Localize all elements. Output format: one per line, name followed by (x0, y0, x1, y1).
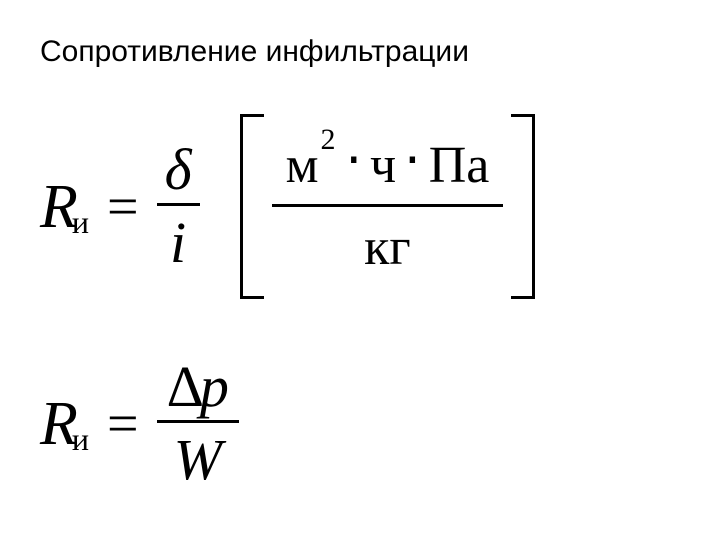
formula-1-row: Rи = δ i м2⋅ч⋅Па кг (40, 114, 680, 299)
bracket-left (240, 114, 264, 299)
units-bracket: м2⋅ч⋅Па кг (240, 114, 536, 299)
unit-m: м (286, 137, 319, 194)
frac2-num: Δp (157, 354, 239, 420)
equals-2: = (107, 392, 139, 456)
unit-dot2: ⋅ (404, 133, 421, 190)
unit-dot1: ⋅ (345, 133, 362, 190)
units-denominator: кг (350, 207, 425, 282)
title-text: Сопротивление инфильтрации (40, 35, 680, 69)
sub-i-2: и (72, 421, 89, 458)
formula-2-row: Rи = Δp W (40, 354, 680, 493)
unit-pa: Па (429, 137, 490, 194)
units-fraction: м2⋅ч⋅Па кг (272, 131, 504, 282)
sub-i-1: и (72, 204, 89, 241)
bracket-right (511, 114, 535, 299)
equals-1: = (107, 175, 139, 239)
unit-ch: ч (370, 137, 396, 194)
unit-sup2: 2 (320, 123, 335, 156)
delta-symbol: Δ (167, 354, 204, 419)
formula-1-equation: Rи = δ i (40, 137, 200, 276)
formula-2-equation: Rи = Δp W (40, 354, 239, 493)
fraction-2: Δp W (157, 354, 239, 493)
units-numerator: м2⋅ч⋅Па (272, 131, 504, 204)
fraction-1: δ i (157, 137, 200, 276)
frac1-den: i (162, 206, 194, 276)
var-p: p (200, 354, 229, 419)
frac1-num: δ (157, 137, 200, 203)
frac2-den: W (166, 423, 230, 493)
units-inner: м2⋅ч⋅Па кг (264, 131, 512, 282)
